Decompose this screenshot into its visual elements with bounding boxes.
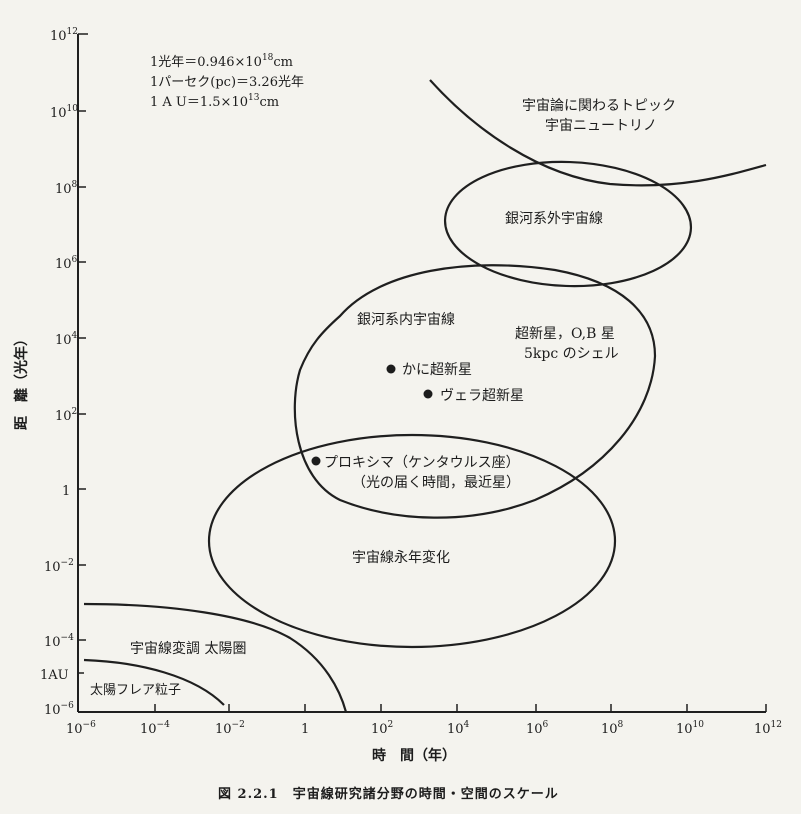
y-axis-title: 距 離（光年） xyxy=(13,332,30,430)
flare-label: 太陽フレア粒子 xyxy=(90,683,181,698)
x-tick-label: 1010 xyxy=(676,720,704,737)
longterm-region xyxy=(207,433,617,649)
extragalactic-label: 銀河系外宇宙線 xyxy=(505,211,603,227)
y-tick-label: 104 xyxy=(55,331,78,348)
y-tick-label: 102 xyxy=(55,407,77,424)
x-tick-label: 10−6 xyxy=(66,720,96,737)
x-tick-label: 102 xyxy=(371,720,393,737)
proxima-note: （光の届く時間，最近星） xyxy=(352,475,520,491)
neutrino-label: 宇宙ニュートリノ xyxy=(545,118,657,134)
y-tick-label: 10−2 xyxy=(44,558,74,575)
extragalactic-region xyxy=(443,160,693,288)
longterm-label: 宇宙線永年変化 xyxy=(352,549,450,566)
x-tick-label: 10−2 xyxy=(215,720,245,737)
crab-label: かに超新星 xyxy=(402,362,472,378)
shell-label: 5kpc のシェル xyxy=(524,346,619,362)
y-tick-label: 1010 xyxy=(50,104,78,121)
note-au: 1 A U＝1.5×1013cm xyxy=(150,93,279,110)
cosmology-boundary xyxy=(429,79,767,187)
x-tick-label: 106 xyxy=(526,720,549,737)
y-tick-label: 1 xyxy=(62,484,70,499)
galactic-label: 銀河系内宇宙線 xyxy=(357,312,455,328)
y-tick-label: 10−4 xyxy=(44,633,74,650)
y-tick-label: 1AU xyxy=(40,668,69,683)
note-light-year: 1光年＝0.946×1018cm xyxy=(150,53,293,70)
y-ticks xyxy=(78,33,88,674)
note-parsec: 1パーセク(pc)＝3.26光年 xyxy=(150,75,304,90)
x-ticks xyxy=(77,704,767,712)
cosmology-label: 宇宙論に関わるトピック xyxy=(522,98,676,114)
crab-point xyxy=(386,364,396,374)
x-tick-label: 108 xyxy=(601,720,624,737)
galactic-region xyxy=(293,264,657,519)
vela-point xyxy=(423,389,433,399)
x-tick-label: 1 xyxy=(301,722,309,737)
supernova-label: 超新星，O,B 星 xyxy=(515,326,615,342)
y-tick-label: 106 xyxy=(55,255,78,272)
flare-boundary xyxy=(83,658,225,706)
proxima-point xyxy=(311,456,321,466)
proxima-label: プロキシマ（ケンタウルス座） xyxy=(324,455,520,471)
x-tick-label: 1012 xyxy=(754,720,782,737)
modulation-boundary xyxy=(83,602,348,713)
modulation-label: 宇宙線変調 太陽圏 xyxy=(130,640,246,657)
x-axis-title: 時 間（年） xyxy=(372,747,456,764)
y-tick-label: 108 xyxy=(55,180,78,197)
x-tick-label: 104 xyxy=(447,720,470,737)
figure-caption: 図 2.2.1 宇宙線研究諸分野の時間・空間のスケール xyxy=(218,786,559,802)
y-tick-label: 10−6 xyxy=(44,701,74,718)
vela-label: ヴェラ超新星 xyxy=(440,387,524,404)
x-tick-label: 10−4 xyxy=(140,720,170,737)
y-tick-label: 1012 xyxy=(50,27,78,44)
